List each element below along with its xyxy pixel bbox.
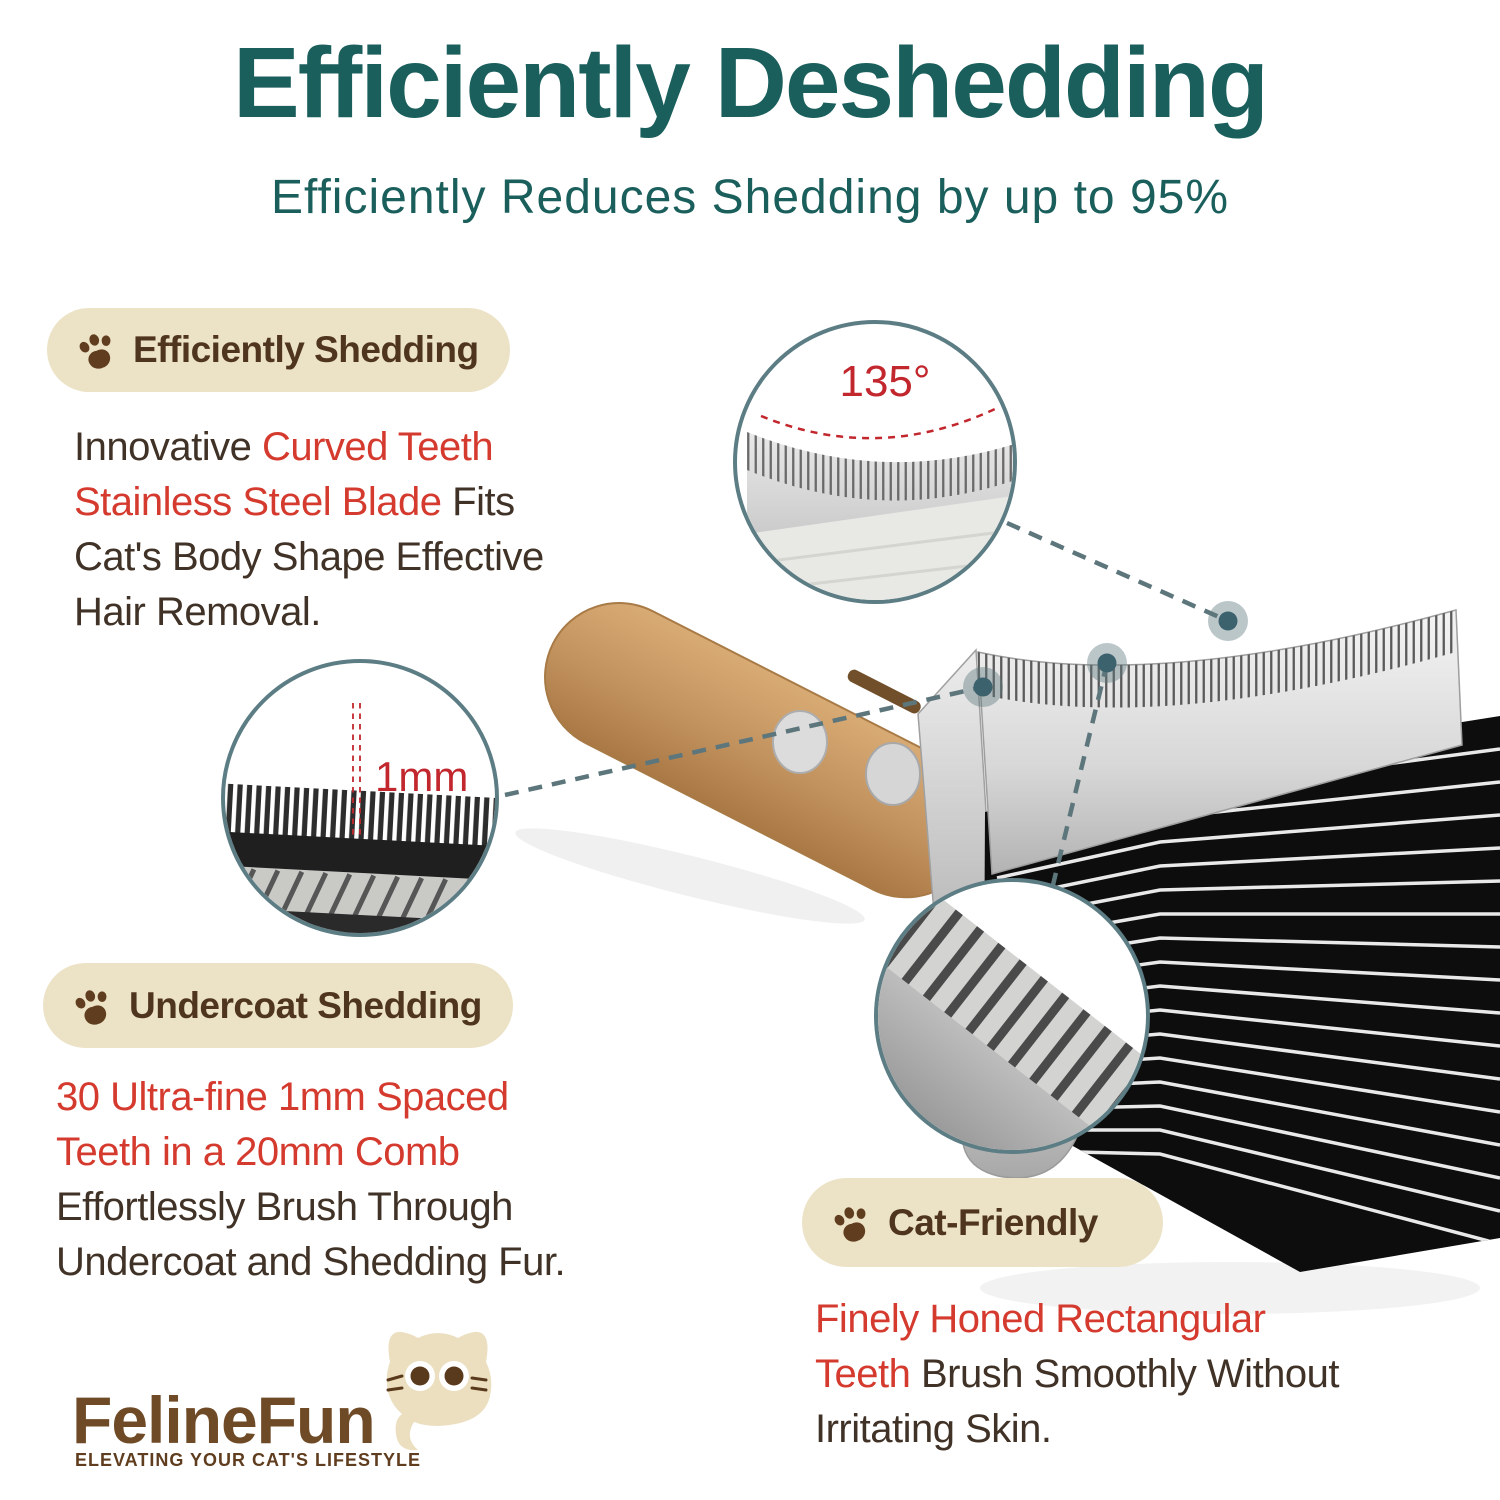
text-line: Cat's Body Shape Effective (74, 535, 544, 579)
page-title: Efficiently Deshedding (233, 27, 1269, 139)
text-line: Effortlessly Brush Through (56, 1185, 513, 1229)
paw-icon (79, 334, 111, 369)
magnifier-135: 135° (733, 320, 1017, 604)
angle-arc (760, 406, 998, 440)
connector-dot (963, 601, 1248, 707)
connector-1mm (504, 684, 984, 798)
callout-1mm-label: 1mm (375, 753, 468, 800)
magnifier-rect-teeth (874, 878, 1150, 1154)
subtitle: Efficiently Reduces Shedding by up to 95… (270, 171, 1230, 224)
connector-135 (1006, 520, 1229, 624)
cat-whiskers (386, 1374, 488, 1392)
magnified-rect-teeth (878, 882, 1146, 1150)
feature-badge-undercoat-shedding: Undercoat Shedding (43, 963, 513, 1048)
text-line: Stainless Steel Blade Fits (74, 480, 515, 524)
handle-slot (847, 669, 921, 714)
paw-icon (834, 1206, 866, 1242)
feature-paragraph-undercoat-shedding: 30 Ultra-fine 1mm Spaced Teeth in a 20mm… (56, 1070, 696, 1290)
handle-shadow (515, 828, 865, 924)
text-line: Irritating Skin. (815, 1407, 1052, 1451)
feature-badge-cat-friendly: Cat-Friendly (802, 1178, 1163, 1267)
feature-badge-label: Undercoat Shedding (129, 984, 482, 1026)
spacing-dashed-line (352, 703, 361, 835)
handle-rivet (865, 742, 921, 806)
text-line: Innovative Curved Teeth (74, 425, 494, 469)
callout-135-label: 135° (839, 357, 930, 406)
feature-badge-label: Cat-Friendly (888, 1201, 1098, 1243)
paw-icon (75, 989, 107, 1025)
feature-paragraph-efficiently-shedding: Innovative Curved Teeth Stainless Steel … (74, 420, 714, 640)
text-line: Teeth in a 20mm Comb (56, 1130, 460, 1174)
brand-tagline: ELEVATING YOUR CAT'S LIFESTYLE (75, 1450, 421, 1470)
text-line: 30 Ultra-fine 1mm Spaced (56, 1075, 509, 1119)
feature-badge-efficiently-shedding: Efficiently Shedding (47, 308, 510, 392)
feature-paragraph-cat-friendly: Finely Honed Rectangular Teeth Brush Smo… (815, 1292, 1475, 1457)
blade-teeth (978, 610, 1456, 708)
brand-cat-icon (386, 1331, 492, 1451)
feature-badge-label: Efficiently Shedding (133, 329, 479, 370)
text-line: Finely Honed Rectangular (815, 1297, 1266, 1341)
text-line: Undercoat and Shedding Fur. (56, 1240, 566, 1284)
brand-name: FelineFun (72, 1383, 376, 1457)
comb-shadow (980, 1262, 1480, 1314)
magnifier-1mm: 1mm (221, 659, 499, 937)
text-line: Hair Removal. (74, 590, 321, 634)
text-line: Teeth Brush Smoothly Without (815, 1352, 1340, 1396)
connector-teeth (1048, 662, 1110, 894)
magnified-blade-teeth (747, 432, 1013, 501)
brand-logo: FelineFun (72, 1382, 376, 1458)
